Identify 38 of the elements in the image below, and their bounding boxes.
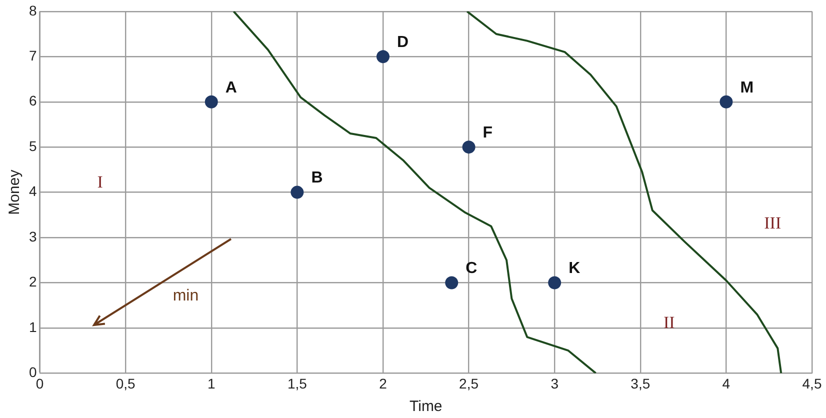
point [548, 276, 562, 290]
y-tick-label: 3 [28, 228, 37, 244]
y-tick-label: 2 [28, 274, 37, 290]
y-tick-label: 0 [28, 364, 37, 380]
y-tick-label: 5 [28, 138, 37, 154]
x-tick-label: 4,5 [802, 375, 822, 392]
series-label: F [482, 124, 493, 142]
point [445, 276, 458, 290]
y-tick-label: 1 [28, 318, 37, 335]
x-tick-label: 0,5 [116, 375, 136, 392]
x-tick-label: 3,5 [630, 375, 650, 392]
x-axis-title: Time [410, 398, 442, 416]
x-tick-label: 3 [550, 375, 559, 392]
y-tick-label: 4 [28, 183, 37, 200]
x-tick-label: 1 [207, 375, 216, 392]
series-label: K [568, 260, 581, 278]
point [720, 95, 733, 108]
series-label: D [396, 34, 409, 52]
series-label: C [466, 260, 478, 278]
point [462, 140, 476, 154]
y-tick-label: 8 [28, 2, 37, 18]
annotation: III [764, 213, 782, 232]
point [290, 186, 304, 199]
x-tick-label: 4 [722, 375, 730, 392]
annotation: I [97, 172, 104, 192]
series-label: M [740, 79, 754, 96]
x-tick-label: 1,5 [287, 375, 308, 392]
annotation: min [172, 288, 199, 305]
series-label: B [311, 170, 323, 187]
point [204, 95, 218, 108]
y-tick-label: 6 [28, 92, 37, 109]
series-label: A [225, 79, 238, 96]
y-axis-title: Money [6, 169, 24, 215]
y-tick-label: 7 [28, 47, 37, 64]
x-tick-label: 2,5 [459, 375, 479, 392]
x-tick-label: 2 [379, 375, 388, 392]
point [376, 50, 390, 64]
annotation: II [663, 312, 676, 332]
